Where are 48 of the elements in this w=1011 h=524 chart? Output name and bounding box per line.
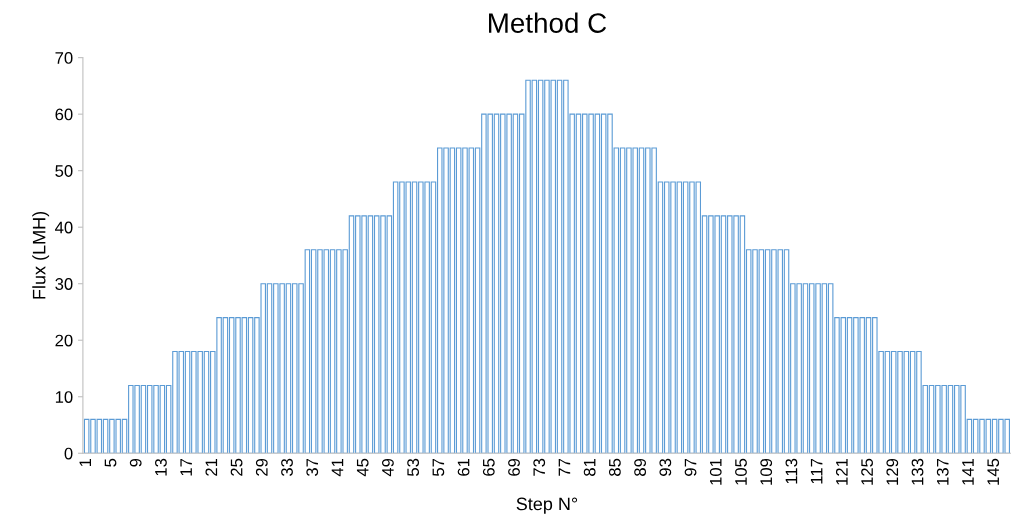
x-tick-label: 53	[407, 458, 420, 476]
x-tick-label: 33	[281, 458, 293, 477]
y-tick-label: 10	[55, 391, 73, 403]
x-tick-label: 49	[382, 458, 394, 477]
x-tick-label: 57	[432, 458, 445, 476]
x-tick-label: 29	[255, 458, 268, 476]
y-tick-label: 20	[55, 334, 73, 347]
x-tick-label: 101	[709, 458, 722, 485]
x-axis-title: Step N°	[516, 497, 578, 514]
x-tick-label: 73	[533, 458, 546, 476]
y-tick-label: 70	[55, 52, 73, 64]
x-tick-label: 5	[104, 458, 117, 467]
x-tick-label: 85	[608, 458, 621, 476]
x-tick-label: 97	[684, 458, 697, 476]
x-tick-label: 117	[810, 458, 823, 484]
x-tick-label: 25	[230, 458, 243, 476]
x-tick-label: 69	[508, 458, 520, 476]
x-tick-label: 37	[306, 458, 319, 477]
x-tick-label: 141	[962, 458, 974, 485]
x-tick-label: 89	[634, 458, 646, 476]
x-tick-label: 1	[79, 458, 91, 467]
x-tick-label: 109	[760, 458, 773, 485]
x-tick-label: 17	[180, 458, 192, 476]
y-tick-label: 60	[55, 108, 73, 121]
y-axis-title: Flux (LMH)	[32, 211, 50, 299]
x-tick-label: 61	[457, 458, 470, 476]
y-tick-label: 30	[55, 278, 73, 290]
x-tick-label: 93	[659, 458, 672, 476]
x-tick-label: 65	[482, 458, 495, 476]
y-tick-label: 50	[55, 165, 73, 177]
y-tick-label: 40	[55, 221, 73, 234]
x-tick-label: 145	[987, 458, 1000, 485]
x-tick-label: 21	[205, 458, 218, 476]
x-tick-label: 81	[583, 458, 596, 476]
y-tick-label: 0	[64, 447, 73, 460]
x-tick-label: 113	[785, 458, 798, 484]
x-tick-label: 129	[886, 458, 899, 485]
chart-title: Method C	[489, 12, 607, 33]
x-tick-label: 13	[155, 458, 167, 476]
x-tick-label: 121	[835, 458, 848, 485]
x-tick-label: 133	[911, 458, 924, 485]
x-tick-label: 137	[936, 458, 949, 485]
x-tick-label: 125	[861, 458, 873, 485]
x-tick-label: 77	[558, 458, 571, 476]
x-tick-label: 9	[129, 458, 142, 467]
x-tick-label: 105	[735, 458, 747, 485]
x-tick-label: 41	[331, 458, 344, 477]
x-tick-label: 45	[356, 458, 369, 477]
